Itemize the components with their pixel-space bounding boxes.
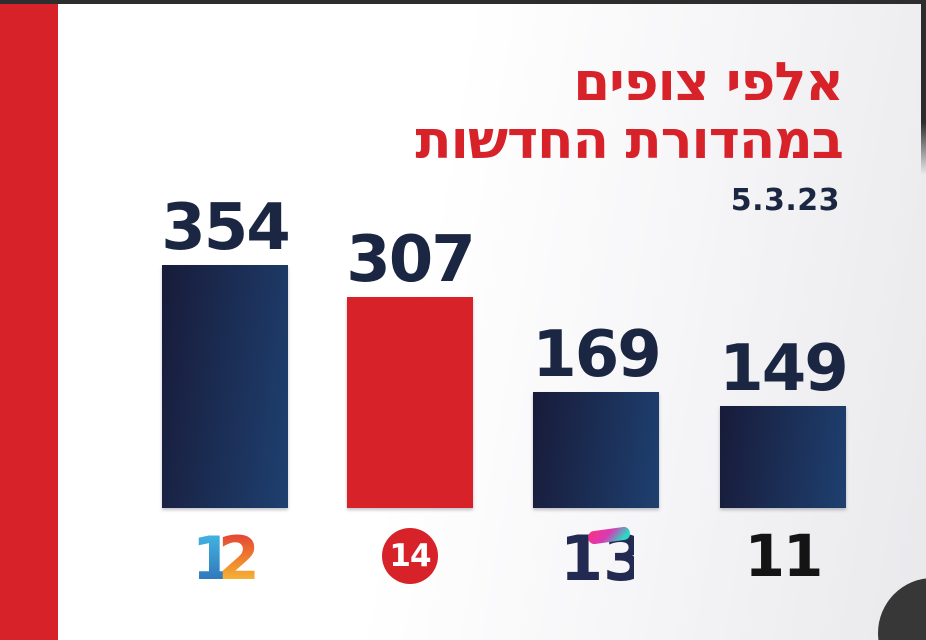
channel-14-logo-icon: 14 xyxy=(382,528,438,584)
left-red-band xyxy=(0,0,58,640)
channel-11-label: 11 xyxy=(744,522,824,590)
bar-rect-channel-11 xyxy=(720,406,846,508)
channel-13-logo-icon: 13 xyxy=(560,522,634,590)
channel-13-logo: 13 xyxy=(533,520,659,592)
svg-text:2: 2 xyxy=(218,524,260,589)
right-dark-strip xyxy=(921,0,926,175)
chart-title: אלפי צופים במהדורת החדשות xyxy=(415,52,844,171)
bar-group-channel-12: 354 xyxy=(161,191,291,508)
value-label-channel-13: 169 xyxy=(532,318,662,392)
svg-text:1: 1 xyxy=(192,524,234,589)
bar-rect-channel-13 xyxy=(533,392,659,508)
channel-11-logo: 11 xyxy=(720,520,846,592)
top-dark-strip xyxy=(0,0,926,4)
chart-date: 5.3.23 xyxy=(730,183,840,218)
bar-rect-channel-14 xyxy=(347,297,473,508)
value-label-channel-11: 149 xyxy=(719,332,849,406)
chart-title-line1: אלפי צופים xyxy=(573,52,844,113)
value-label-channel-12: 354 xyxy=(161,191,291,265)
value-label-channel-14: 307 xyxy=(346,223,476,297)
chart-title-line2: במהדורת החדשות xyxy=(415,110,844,171)
bar-group-channel-11: 149 xyxy=(719,332,849,508)
channel-14-logo: 14 xyxy=(347,520,473,592)
channel-12-logo: 1 2 xyxy=(162,520,288,592)
bar-group-channel-14: 307 xyxy=(346,223,476,508)
channel-14-label: 14 xyxy=(389,538,431,574)
bar-group-channel-13: 169 xyxy=(532,318,662,508)
bar-rect-channel-12 xyxy=(162,265,288,508)
channel-12-logo-icon: 1 2 xyxy=(192,524,260,589)
